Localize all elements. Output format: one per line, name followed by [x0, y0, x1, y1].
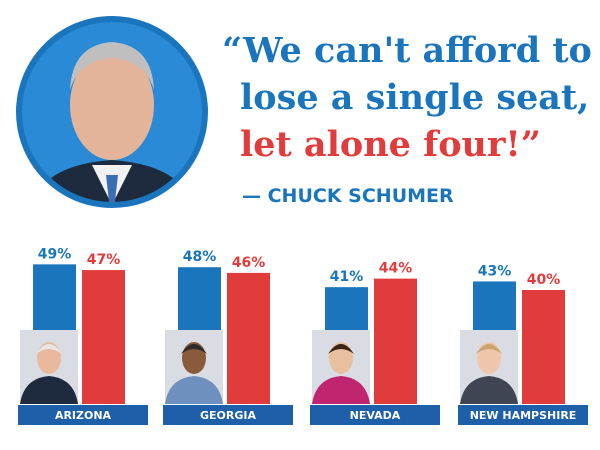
- quote-line: lose a single seat,: [240, 77, 589, 118]
- value-label: 43%: [478, 263, 512, 279]
- category-band: [310, 405, 440, 425]
- category-label: NEVADA: [350, 409, 401, 422]
- value-label: 44%: [379, 261, 413, 277]
- value-label: 49%: [38, 246, 72, 262]
- value-label: 40%: [527, 272, 561, 288]
- quote-line: “We can't afford to: [222, 30, 592, 71]
- category-band: [458, 405, 588, 425]
- chart: 49% 47% ARIZONA 48% 46% GEORGIA 41% 44% NEVADA 43…: [18, 246, 588, 425]
- candidate-body: [20, 376, 78, 404]
- quote-line: let alone four!”: [240, 124, 541, 165]
- candidate-body: [165, 376, 223, 404]
- portrait-hair: [70, 42, 154, 90]
- candidate-hair: [36, 344, 62, 354]
- bar: [522, 290, 565, 404]
- value-label: 46%: [232, 255, 266, 271]
- bar: [374, 278, 417, 404]
- portrait-face: [70, 50, 154, 160]
- candidate-hair: [476, 344, 502, 354]
- category-band: [18, 405, 148, 425]
- portrait: [16, 16, 208, 208]
- candidate-body: [460, 376, 518, 404]
- bar: [227, 272, 270, 404]
- value-label: 48%: [183, 249, 217, 265]
- category-label: ARIZONA: [55, 409, 112, 422]
- value-label: 47%: [87, 252, 121, 268]
- candidate-hair: [181, 344, 207, 354]
- candidate-body: [312, 376, 370, 404]
- category-label: NEW HAMPSHIRE: [470, 409, 577, 422]
- quote-attribution: — CHUCK SCHUMER: [242, 185, 454, 207]
- portrait-tie: [106, 175, 118, 202]
- candidate-hair: [328, 344, 354, 354]
- value-label: 41%: [330, 269, 364, 285]
- bar: [82, 270, 125, 404]
- category-label: GEORGIA: [200, 409, 256, 422]
- category-band: [163, 405, 293, 425]
- quote: “We can't afford to lose a single seat, le…: [222, 30, 592, 207]
